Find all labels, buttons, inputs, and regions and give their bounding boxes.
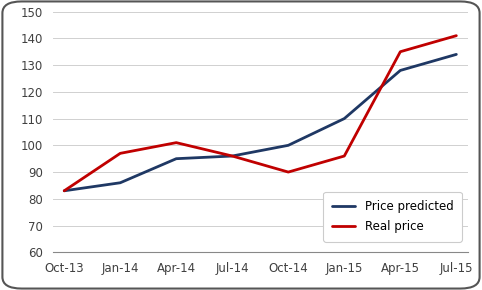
Price predicted xyxy=(117,181,123,184)
Price predicted xyxy=(285,144,291,147)
Price predicted xyxy=(174,157,179,160)
Price predicted xyxy=(229,154,235,158)
Real price xyxy=(174,141,179,144)
Real price xyxy=(398,50,403,53)
Real price xyxy=(117,152,123,155)
Price predicted xyxy=(61,189,67,193)
Price predicted xyxy=(454,53,459,56)
Real price xyxy=(454,34,459,37)
Line: Price predicted: Price predicted xyxy=(64,55,456,191)
Legend: Price predicted, Real price: Price predicted, Real price xyxy=(323,192,462,242)
Real price xyxy=(229,154,235,158)
Price predicted xyxy=(341,117,347,120)
Real price xyxy=(61,189,67,193)
Real price xyxy=(285,170,291,174)
Real price xyxy=(341,154,347,158)
Line: Real price: Real price xyxy=(64,36,456,191)
Price predicted xyxy=(398,69,403,72)
